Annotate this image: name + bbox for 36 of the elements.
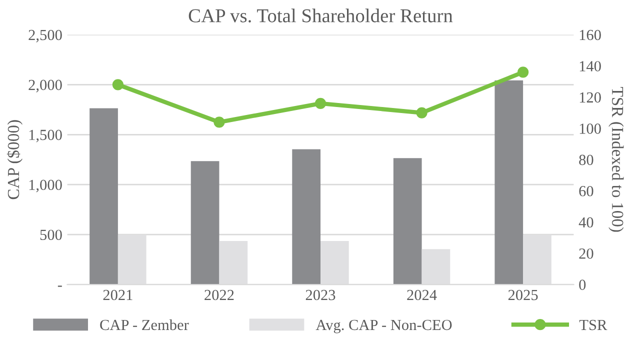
bar	[190, 161, 220, 285]
y-tick-label: 2,500	[28, 30, 62, 42]
bar	[393, 158, 422, 285]
x-tick-label: 2021	[103, 290, 132, 300]
chart-title: CAP vs. Total Shareholder Return	[188, 8, 453, 22]
legend-label: CAP - Zember	[100, 319, 189, 330]
point	[314, 98, 326, 109]
y-tick-label: 2,000	[28, 80, 62, 92]
y2-tick-label: 80	[579, 154, 594, 166]
y2-tick-label: 100	[580, 124, 601, 134]
y2-tick-label: 160	[580, 30, 601, 40]
y2-tick-label: 20	[579, 248, 594, 259]
bar	[90, 108, 118, 285]
x-tick-label: 2023	[306, 290, 336, 300]
point	[214, 116, 225, 128]
y-tick-label: 1,000	[29, 180, 62, 192]
x-tick-label: 2022	[204, 290, 234, 300]
x-tick-label: 2025	[508, 290, 538, 300]
y-tick-label: -	[58, 286, 62, 287]
y-axis-title: CAP ($000)	[6, 120, 23, 200]
y-tick-label: 1,500	[29, 130, 62, 142]
legend-label: TSR	[579, 320, 608, 330]
y2-axis-title: TSR (Indexed to 100)	[608, 87, 624, 232]
y2-tick-label: 120	[580, 92, 601, 103]
y2-tick-label: 0	[579, 280, 586, 290]
y2-tick-label: 60	[579, 186, 594, 196]
y2-tick-label: 40	[578, 217, 594, 228]
point	[112, 79, 124, 90]
point	[518, 66, 529, 78]
bar	[292, 149, 320, 285]
x-tick-label: 2024	[407, 290, 437, 300]
y2-tick-label: 140	[580, 61, 601, 72]
point	[416, 107, 428, 118]
legend-label: Avg. CAP - Non-CEO	[316, 320, 452, 334]
bar	[494, 80, 524, 285]
y-tick-label: 500	[40, 230, 62, 240]
